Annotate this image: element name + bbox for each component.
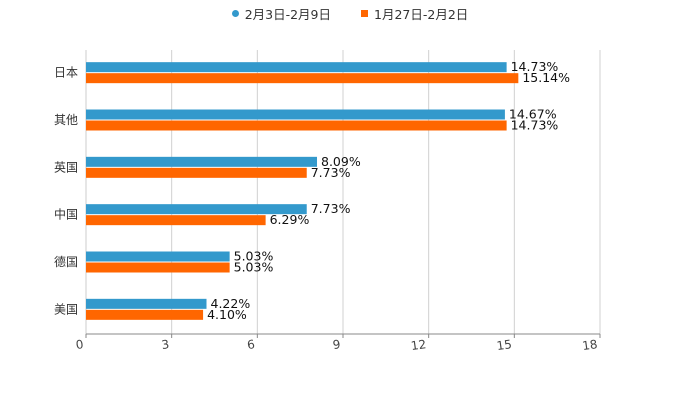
x-tick-label: 6	[246, 337, 256, 352]
data-label-series-2: 4.10%	[207, 307, 247, 322]
bar-series-2	[86, 120, 507, 131]
bar-series-2	[86, 167, 307, 178]
category-label: 其他	[54, 113, 78, 127]
data-label-series-2: 15.14%	[522, 70, 570, 85]
bar-series-2	[86, 215, 266, 226]
bar-series-2	[86, 262, 230, 273]
category-label: 中国	[54, 207, 78, 222]
x-tick-label: 12	[410, 337, 427, 353]
legend-label-series-1: 2月3日-2月9日	[244, 6, 332, 22]
category-label: 日本	[54, 66, 78, 80]
data-label-series-2: 6.29%	[270, 212, 310, 227]
category-label: 英国	[54, 160, 78, 174]
legend-marker-series-1	[231, 9, 239, 17]
x-tick-label: 9	[332, 337, 342, 352]
data-label-series-1: 7.73%	[311, 201, 351, 216]
data-label-series-1: 14.67%	[509, 107, 557, 122]
bar-series-2	[86, 309, 204, 320]
legend-label-series-2: 1月27日-2月2日	[374, 6, 469, 22]
data-label-series-1: 8.09%	[321, 154, 361, 169]
legend-item-series-1[interactable]: 2月3日-2月9日	[231, 4, 332, 23]
data-label-series-2: 5.03%	[234, 260, 274, 275]
x-tick-label: 3	[161, 337, 171, 352]
data-label-series-2: 14.73%	[511, 118, 559, 133]
x-tick-label: 15	[496, 337, 513, 353]
bar-series-1	[86, 109, 505, 120]
data-label-series-1: 14.73%	[511, 59, 559, 74]
data-label-series-2: 7.73%	[311, 165, 351, 180]
legend: 2月3日-2月9日 1月27日-2月2日	[0, 4, 700, 22]
bar-series-1	[86, 251, 230, 262]
bar-series-2	[86, 73, 519, 84]
legend-marker-series-2	[361, 9, 369, 17]
legend-item-series-2[interactable]: 1月27日-2月2日	[361, 4, 468, 23]
x-tick-label: 0	[75, 337, 85, 352]
bar-series-1	[86, 298, 207, 309]
category-label: 德国	[54, 254, 78, 269]
data-label-series-1: 5.03%	[234, 249, 274, 264]
bar-series-1	[86, 62, 507, 73]
data-label-series-1: 4.22%	[211, 296, 251, 311]
x-tick-label: 18	[581, 337, 598, 353]
category-label: 美国	[54, 302, 78, 316]
bar-series-1	[86, 156, 318, 167]
bar-series-1	[86, 204, 307, 215]
